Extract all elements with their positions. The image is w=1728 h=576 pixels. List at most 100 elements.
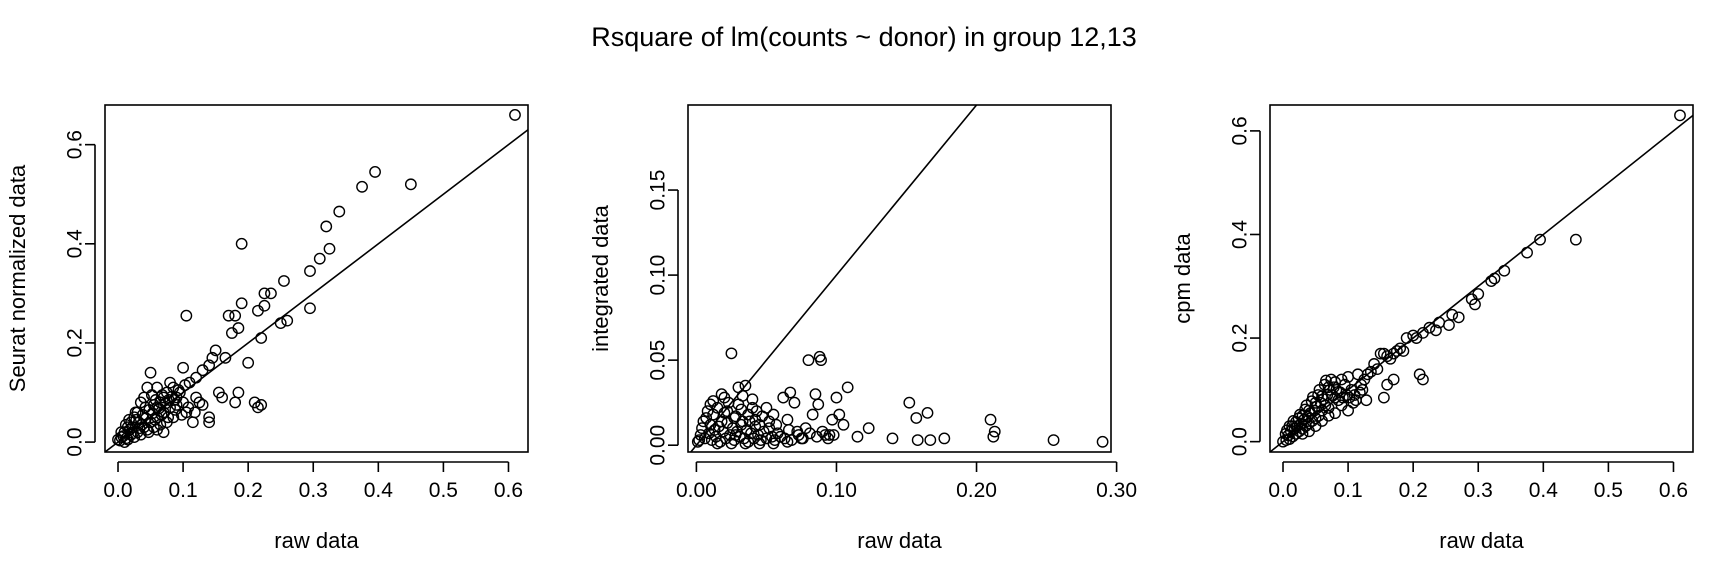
data-point [1465,293,1478,306]
data-point [921,406,934,419]
data-point [141,381,154,394]
data-point [813,350,826,363]
data-point [1430,324,1442,337]
data-point [1360,394,1373,407]
data-point [203,411,216,424]
data-point [718,391,731,404]
data-point [1347,396,1360,409]
data-point [1400,332,1413,344]
data-point [841,381,854,394]
data-point [136,418,148,431]
data-point [1674,109,1686,122]
data-point [753,437,766,450]
data-point [232,386,245,399]
data-point [180,309,193,322]
y-axis-label: cpm data [1170,232,1195,323]
data-point [715,388,728,401]
data-point [1443,319,1455,332]
data-point [320,220,333,233]
data-point [938,432,951,445]
data-point [788,396,801,409]
data-point [274,317,287,330]
data-point [145,389,158,401]
x-tick-label: 0.10 [816,479,857,502]
data-point [1485,275,1498,287]
data-point [911,434,924,446]
data-point [323,242,336,255]
data-point [827,429,840,441]
data-point [209,344,222,357]
panel-3: 0.0 0.1 0.2 0.3 0.4 0.5 0.6 0.0 0.2 0.4 0.6 raw dat… [1170,104,1694,553]
data-point [732,398,745,411]
data-point [229,309,242,322]
data-point [222,309,235,322]
data-point [151,381,163,394]
y-tick-label: 0.00 [647,425,670,466]
data-point [1534,233,1546,246]
data-point [809,388,822,401]
x-tick-label: 0.2 [234,479,263,502]
data-point [162,394,175,406]
y-tick-label: 0.6 [1229,116,1252,145]
data-point [356,180,368,193]
data-point [739,437,752,450]
points-group [112,109,521,448]
data-point [736,415,749,428]
data-point [826,413,839,426]
data-point [721,405,734,418]
data-point [924,434,937,446]
data-point [770,418,783,431]
data-point [1309,396,1322,409]
data-point [886,432,899,445]
data-point [1316,390,1328,402]
x-axis-label: raw data [857,528,942,553]
x-axis-label: raw data [274,528,359,553]
data-point [1320,374,1332,387]
data-point [1355,378,1368,391]
data-point [1322,409,1335,422]
data-point [151,423,163,436]
data-point [830,391,843,404]
data-point [1417,373,1429,386]
panel-1: 0.0 0.1 0.2 0.3 0.4 0.5 0.6 0.0 0.2 0.4 0.6 raw dat… [5,104,529,553]
y-tick-label: 0.15 [647,170,670,211]
data-point [784,386,797,399]
plot-frame [104,104,529,453]
data-point [252,401,264,414]
data-point [235,297,248,310]
x-tick-label: 0.1 [1333,479,1362,502]
x-tick-label: 0.3 [1464,479,1493,502]
data-point [1329,376,1341,388]
data-point [781,435,794,448]
x-tick-label: 0.20 [956,479,997,502]
data-point [903,396,916,409]
data-point [1433,316,1446,329]
y-tick-label: 0.05 [647,340,670,381]
data-point [1374,347,1387,360]
y-tick-label: 0.0 [1229,427,1252,456]
points-group [691,347,1109,450]
data-point [749,420,762,433]
data-point [255,399,268,411]
y-tick-label: 0.6 [64,130,87,159]
data-point [803,427,816,440]
data-point [225,327,238,339]
data-point [186,416,199,429]
data-point [1377,347,1390,360]
x-tick-label: 0.5 [1594,479,1623,502]
data-point [1446,308,1459,321]
data-point [732,381,745,394]
data-point [1488,272,1501,285]
data-point [193,396,206,409]
data-point [1314,396,1327,409]
data-point [313,252,326,265]
data-point [1381,350,1394,363]
data-point [196,364,209,377]
data-point [693,434,706,446]
data-point [988,425,1001,438]
data-point [1096,435,1109,448]
data-point [910,412,923,424]
x-tick-label: 0.30 [1096,479,1137,502]
plot-frame [687,104,1112,453]
